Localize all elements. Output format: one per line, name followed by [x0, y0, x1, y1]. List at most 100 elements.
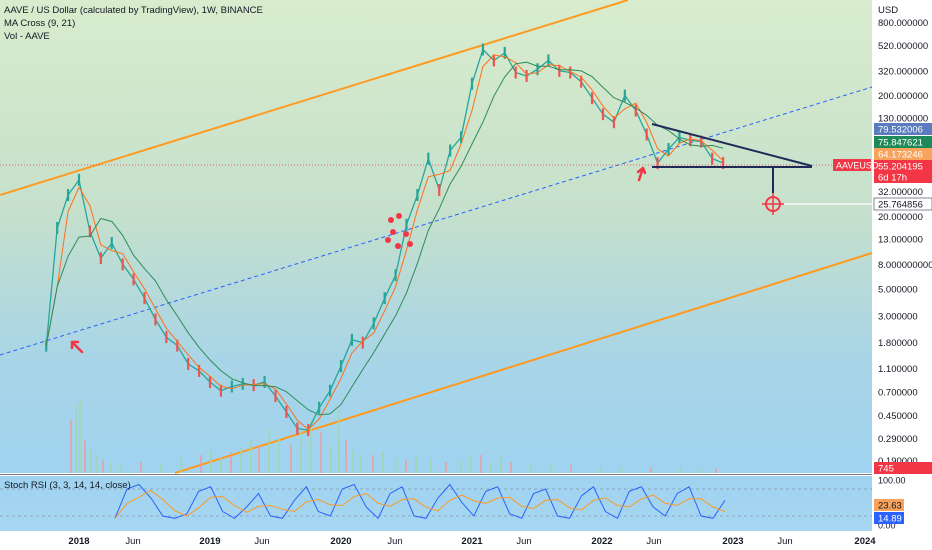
- time-axis-label: 2022: [591, 536, 612, 547]
- volume-bar: [268, 430, 270, 473]
- volume-bar: [570, 465, 572, 473]
- signal-dot: [403, 231, 409, 237]
- price-axis-background: [872, 0, 932, 531]
- volume-bar: [650, 467, 652, 473]
- volume-bar: [405, 460, 407, 473]
- stoch-rsi-label[interactable]: Stoch RSI (3, 3, 14, 14, close): [4, 480, 131, 491]
- volume-bar: [210, 450, 212, 473]
- volume-bar: [345, 440, 347, 473]
- volume-bar: [430, 460, 432, 473]
- time-axis-label: Jun: [646, 536, 661, 547]
- ma-cross-label[interactable]: MA Cross (9, 21): [4, 18, 76, 29]
- price-axis-tick: 1.100000: [878, 364, 918, 375]
- volume-bar: [250, 440, 252, 473]
- time-axis-label: 2024: [854, 536, 876, 547]
- price-tag: [874, 136, 932, 148]
- volume-bar: [258, 445, 260, 473]
- volume-bar: [470, 455, 472, 473]
- volume-bar: [140, 462, 142, 473]
- ma-slow-line: [45, 61, 724, 416]
- price-axis-tick: 130.000000: [878, 114, 928, 125]
- volume-label[interactable]: Vol - AAVE: [4, 31, 50, 42]
- oscillator-tag-label: 23.63: [878, 501, 902, 512]
- price-axis-tick: 0.450000: [878, 411, 918, 422]
- price-tag-label: 64.173246: [878, 150, 923, 161]
- volume-bar: [360, 455, 362, 473]
- price-axis-tick: 3.000000: [878, 311, 918, 322]
- chart-title: AAVE / US Dollar (calculated by TradingV…: [4, 5, 263, 16]
- volume-bar: [300, 430, 302, 473]
- symbol-tag: [833, 159, 871, 171]
- channel-lower-line: [174, 252, 873, 474]
- price-tag-label: 25.764856: [878, 200, 923, 211]
- price-axis-tick: 0.700000: [878, 388, 918, 399]
- volume-bar: [278, 438, 280, 473]
- signal-dot: [388, 217, 394, 223]
- time-axis-label: 2023: [722, 536, 743, 547]
- time-axis-label: 2018: [68, 536, 89, 547]
- price-tag-label: 79.532006: [878, 125, 923, 136]
- price-tag: [874, 462, 932, 474]
- price-axis-currency: USD: [878, 5, 898, 16]
- price-axis-tick: 320.000000: [878, 66, 928, 77]
- signal-dot: [390, 229, 396, 235]
- symbol-tag-label: AAVEUSD: [836, 161, 879, 171]
- volume-bar: [96, 455, 98, 473]
- stoch-k-line: [114, 483, 726, 520]
- volume-bar: [79, 400, 81, 473]
- time-axis-label: Jun: [125, 536, 140, 547]
- volume-bar: [220, 458, 222, 473]
- volume-bar: [160, 464, 162, 473]
- time-axis-label: 2019: [199, 536, 220, 547]
- volume-bar: [480, 455, 482, 473]
- volume-bar: [460, 460, 462, 473]
- price-axis-tick: 13.000000: [878, 234, 923, 245]
- volume-bar: [290, 445, 292, 473]
- volume-bar: [382, 452, 384, 473]
- oscillator-tag-label: 14.89: [878, 514, 902, 525]
- channel-mid-dashed-line: [0, 86, 873, 356]
- volume-bar: [240, 448, 242, 473]
- volume-bar: [352, 450, 354, 473]
- time-axis-label: Jun: [387, 536, 402, 547]
- volume-bar: [338, 410, 340, 473]
- volume-bar: [84, 440, 86, 473]
- main-pane-background: [0, 0, 872, 473]
- price-axis-tick: 0.290000: [878, 434, 918, 445]
- price-tag: [874, 171, 932, 183]
- volume-bar: [372, 455, 374, 473]
- volume-bar: [200, 455, 202, 473]
- volume-bar: [700, 468, 702, 473]
- time-axis-label: 2021: [461, 536, 483, 547]
- price-tag: [874, 148, 932, 160]
- stoch-d-line: [114, 489, 726, 519]
- volume-bar: [180, 458, 182, 473]
- time-axis-background: [0, 531, 932, 550]
- price-axis-tick: 520.000000: [878, 41, 928, 52]
- time-axis-label: 2020: [330, 536, 351, 547]
- volume-bar: [715, 468, 717, 473]
- time-axis-label: Jun: [254, 536, 269, 547]
- oscillator-axis-tick: 0.00: [878, 521, 896, 531]
- price-axis-tick: 20.000000: [878, 212, 923, 223]
- price-axis-tick: 0.190000: [878, 456, 918, 467]
- volume-bar: [70, 420, 72, 473]
- price-axis-tick: 32.000000: [878, 187, 923, 198]
- arrow-annotation-icon: [70, 340, 84, 354]
- price-tag-label: 745: [878, 464, 894, 475]
- price-axis-tick: 800.000000: [878, 18, 928, 29]
- volume-bar: [550, 465, 552, 473]
- volume-bar: [395, 458, 397, 473]
- volume-bar: [530, 464, 532, 473]
- oscillator-axis-tick: 100.00: [878, 476, 906, 486]
- price-tag-label: 55.204195: [878, 162, 923, 173]
- volume-bar: [120, 465, 122, 473]
- price-axis-tick: 200.000000: [878, 91, 928, 102]
- triangle-resistance-line: [651, 123, 813, 167]
- volume-bar: [500, 455, 502, 473]
- arrow-annotation-icon: [636, 166, 647, 182]
- channel-upper-line: [0, 0, 629, 196]
- volume-bar: [320, 432, 322, 473]
